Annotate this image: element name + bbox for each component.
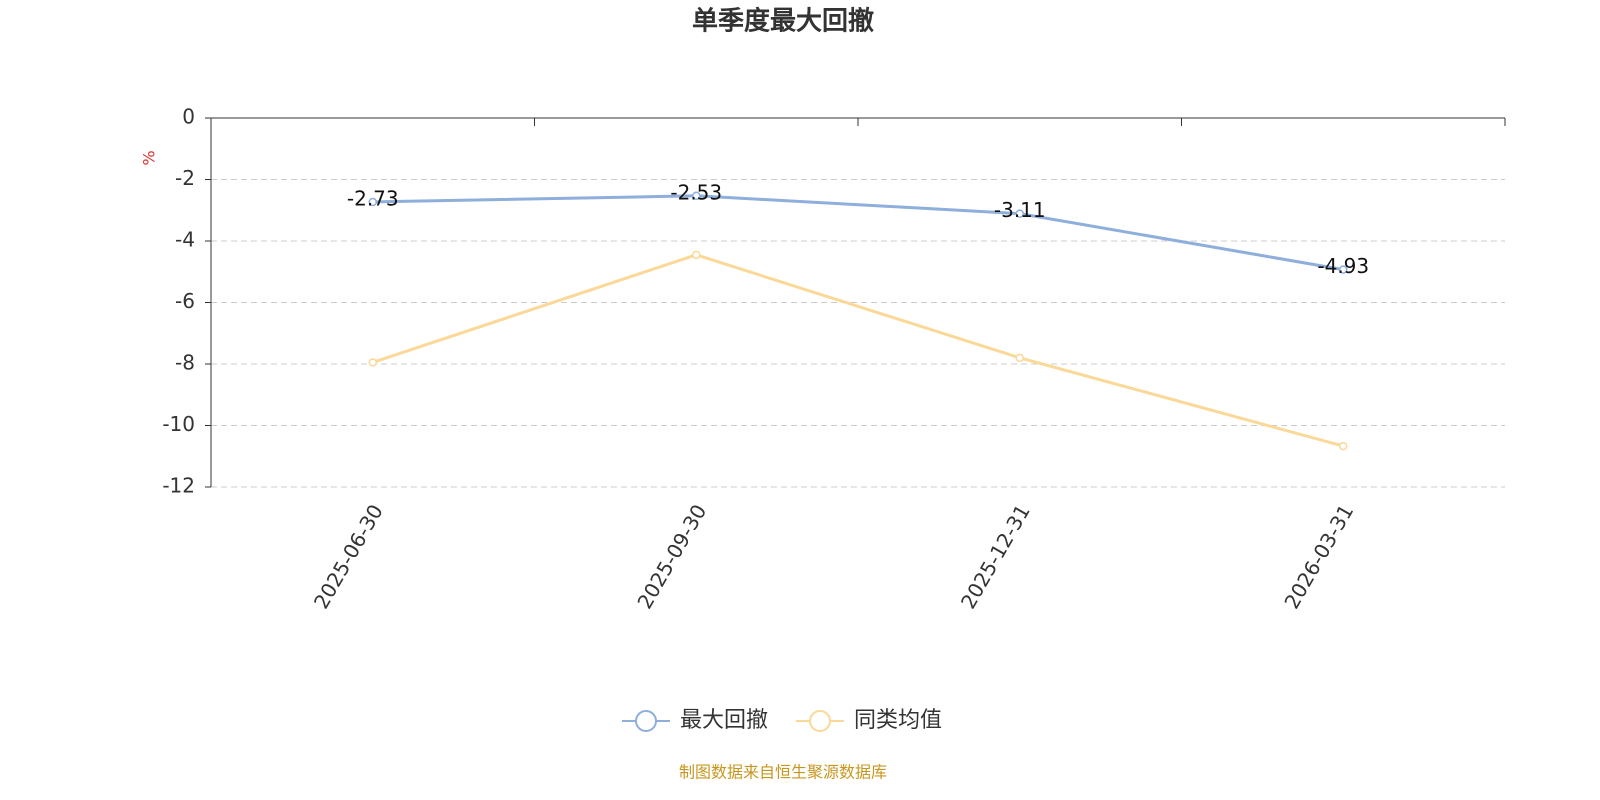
data-point (1339, 265, 1348, 274)
y-tick-label: -10 (162, 412, 195, 436)
x-tick-label: 2025-06-30 (309, 500, 388, 613)
data-point (692, 191, 701, 201)
data-point (1015, 209, 1024, 218)
data-point (368, 197, 377, 207)
x-tick-label: 2025-12-31 (956, 500, 1035, 613)
series-line (372, 253, 1344, 448)
data-label: -4.93 (1317, 254, 1369, 278)
data-point (692, 250, 701, 260)
data-point (1339, 441, 1348, 451)
source-note: 制图数据来自恒生聚源数据库 (679, 763, 887, 782)
legend-label: 同类均值 (854, 708, 942, 733)
y-tick-label: -8 (175, 351, 195, 375)
data-point (1015, 353, 1024, 363)
y-axis-label: % (140, 150, 159, 165)
data-label: -3.11 (994, 198, 1046, 222)
data-label: -2.53 (670, 180, 722, 204)
data-point (368, 358, 377, 367)
chart-title: 单季度最大回撤 (692, 6, 874, 37)
y-tick-label: -4 (175, 228, 195, 252)
y-tick-label: -2 (175, 166, 195, 190)
x-tick-label: 2025-09-30 (632, 500, 711, 613)
legend-label: 最大回撤 (680, 708, 768, 733)
y-tick-label: -6 (175, 289, 195, 313)
x-tick-label: 2026-03-31 (1279, 500, 1358, 613)
legend-marker (809, 710, 831, 732)
y-tick-label: 0 (182, 105, 195, 129)
y-tick-label: -12 (162, 474, 195, 498)
data-label: -2.73 (347, 186, 399, 210)
legend-marker (635, 710, 657, 732)
series-line (372, 194, 1344, 272)
